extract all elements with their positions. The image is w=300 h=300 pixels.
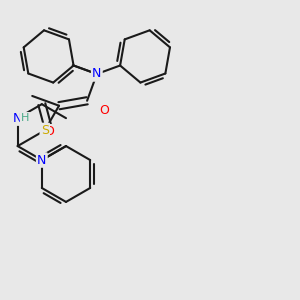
Text: N: N xyxy=(13,112,22,124)
Text: N: N xyxy=(92,68,101,80)
Text: H: H xyxy=(21,113,29,123)
Text: S: S xyxy=(41,124,49,137)
Text: O: O xyxy=(44,125,54,138)
Text: N: N xyxy=(37,154,46,166)
Text: O: O xyxy=(99,104,109,117)
